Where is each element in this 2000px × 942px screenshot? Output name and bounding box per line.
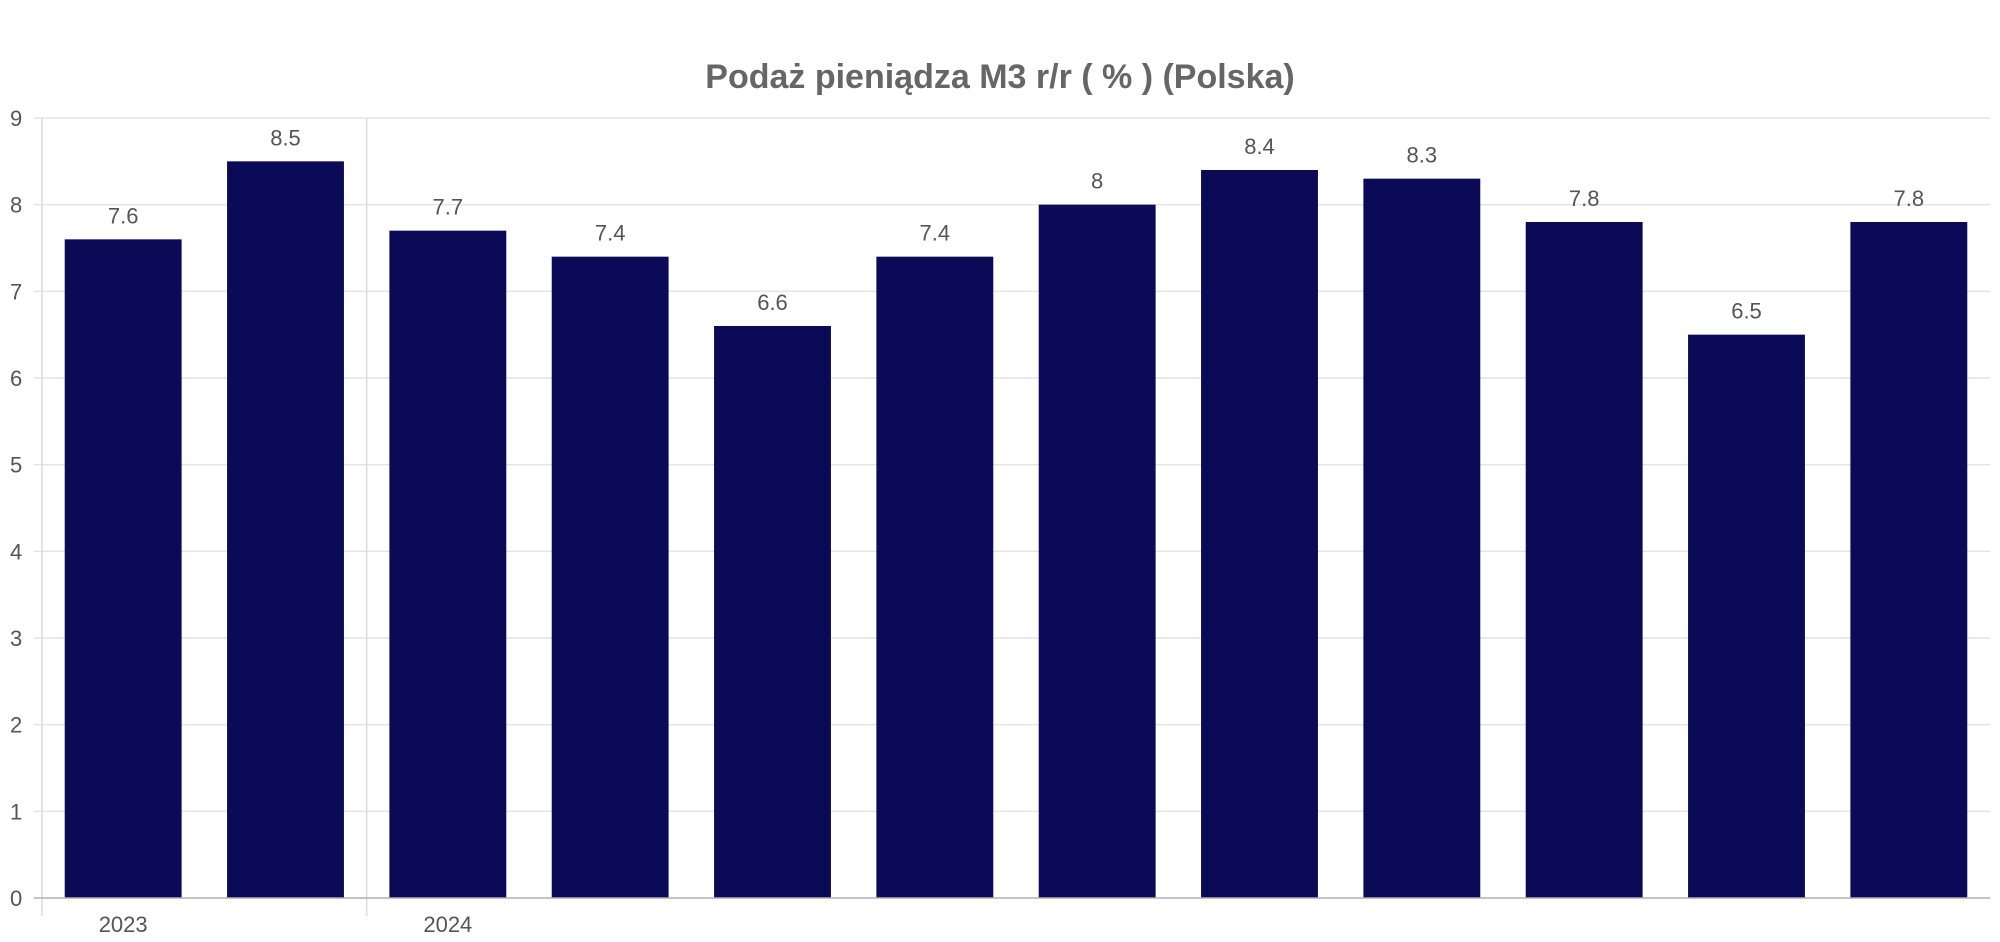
x-year-label: 2023 <box>99 912 148 937</box>
bars <box>64 161 1968 899</box>
x-axis-year-labels: 2023 2024 <box>99 912 473 937</box>
y-tick-label: 2 <box>10 713 22 738</box>
chart-title: Podaż pieniądza M3 r/r ( % ) (Polska) <box>705 58 1294 96</box>
y-axis-ticks: 0 1 2 3 4 5 6 7 8 9 <box>10 106 22 911</box>
data-label: 7.8 <box>1894 186 1925 211</box>
bar[interactable] <box>1525 222 1643 898</box>
y-tick-label: 4 <box>10 539 22 564</box>
bar[interactable] <box>551 256 669 899</box>
data-label: 6.6 <box>757 290 788 315</box>
bar[interactable] <box>1688 334 1805 899</box>
data-label: 8.3 <box>1407 143 1438 168</box>
bar[interactable] <box>1363 178 1481 898</box>
y-tick-label: 3 <box>10 626 22 651</box>
bar[interactable] <box>227 161 344 899</box>
bar[interactable] <box>389 230 507 898</box>
bar[interactable] <box>1038 204 1156 898</box>
bar[interactable] <box>64 239 182 899</box>
bar[interactable] <box>1201 170 1318 898</box>
y-tick-label: 1 <box>10 799 22 824</box>
y-tick-label: 8 <box>10 193 22 218</box>
data-label: 7.6 <box>108 203 139 228</box>
data-label: 8.4 <box>1244 134 1275 159</box>
y-tick-label: 7 <box>10 279 22 304</box>
data-label: 7.4 <box>920 221 951 246</box>
data-label: 6.5 <box>1731 299 1762 324</box>
bar[interactable] <box>876 256 994 899</box>
data-labels: 7.6 8.5 7.7 7.4 6.6 7.4 8 8.4 8.3 7.8 6.5 7.8 <box>108 125 1924 323</box>
data-label: 8.5 <box>270 125 301 150</box>
data-label: 7.7 <box>433 195 464 220</box>
bar[interactable] <box>714 326 831 898</box>
x-year-label: 2024 <box>423 912 472 937</box>
data-label: 8 <box>1091 169 1103 194</box>
y-tick-label: 6 <box>10 366 22 391</box>
data-label: 7.8 <box>1569 186 1600 211</box>
y-tick-label: 0 <box>10 886 22 911</box>
year-dividers <box>41 118 368 916</box>
y-tick-label: 5 <box>10 453 22 478</box>
data-label: 7.4 <box>595 221 626 246</box>
grid-lines <box>34 117 1990 813</box>
bar[interactable] <box>1850 222 1968 898</box>
y-tick-label: 9 <box>10 106 22 131</box>
